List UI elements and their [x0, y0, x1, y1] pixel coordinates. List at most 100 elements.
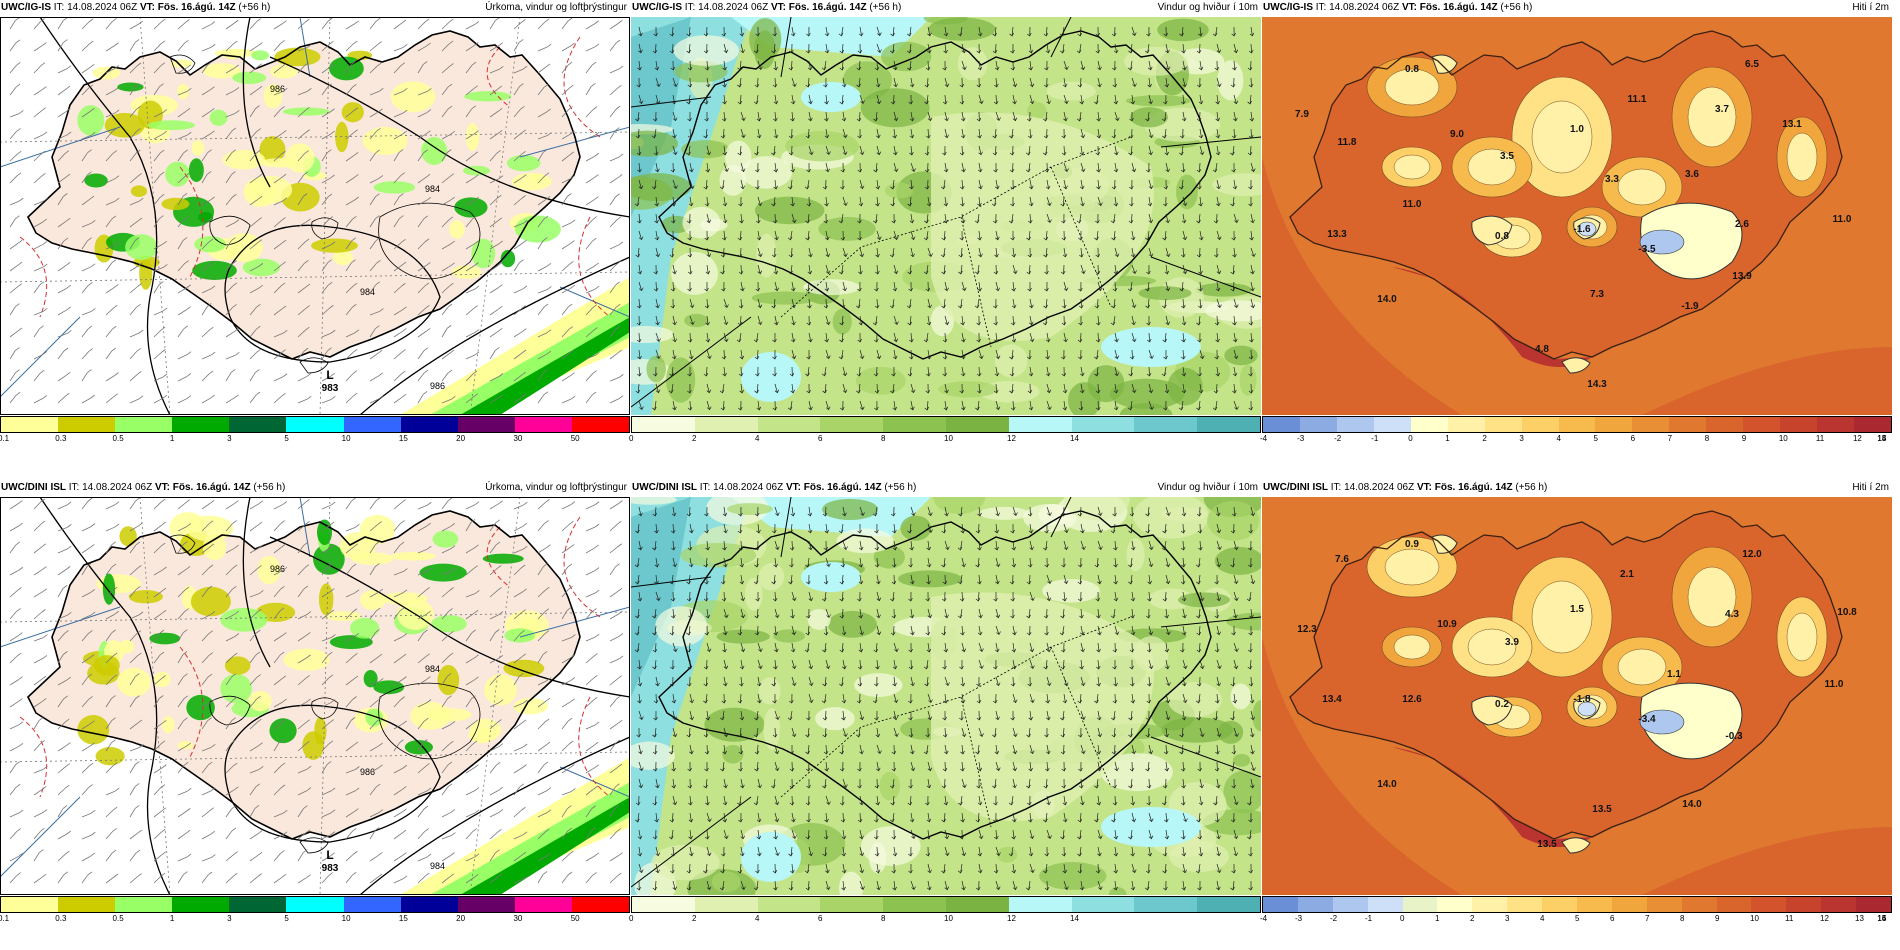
colorbar-tick: 7	[1645, 914, 1650, 923]
colorbar-swatch	[343, 417, 401, 432]
colorbar-swatch	[1669, 417, 1707, 432]
temperature-value: 14.0	[1682, 799, 1702, 810]
colorbar-tick: 15	[398, 914, 408, 923]
colorbar-swatch	[1410, 417, 1448, 432]
colorbar-tick: 2	[692, 434, 697, 443]
colorbar-swatch	[1786, 897, 1822, 912]
colorbar-ticks: 0 2 4 6 8 10 12 14	[629, 434, 1261, 446]
coastline	[1289, 510, 1843, 840]
colorbar-tick: -1	[1365, 914, 1373, 923]
temperature-value: 1.1	[1667, 669, 1681, 680]
valid-time-label: VT:	[154, 482, 170, 493]
colorbar-tick: 12	[1007, 914, 1016, 923]
temperature-value: 10.8	[1837, 607, 1857, 618]
colorbar-swatch	[457, 417, 515, 432]
model-name: UWC/IG-IS	[632, 2, 682, 13]
panel-title: Vindur og hviður í 10m	[1157, 482, 1258, 493]
temperature-value: 13.5	[1592, 804, 1612, 815]
colorbar-tick: 8	[881, 914, 886, 923]
colorbar-tick: 11	[1785, 914, 1794, 923]
coastline	[658, 510, 1212, 840]
colorbar-swatch	[1646, 897, 1682, 912]
coastline	[1289, 30, 1843, 360]
temperature-value: -3.4	[1638, 714, 1656, 725]
colorbar-tick: 12	[1852, 434, 1862, 443]
colorbar-ticks: 0.1 0.3 0.5 1 3 5 10 15 20 30 50	[0, 914, 630, 926]
map-area	[631, 497, 1261, 895]
temperature-value: -1.8	[1573, 694, 1591, 705]
colorbar-swatch	[571, 417, 630, 432]
lead-time: (+56 h)	[238, 2, 271, 13]
temperature-value: -1.6	[1573, 224, 1591, 235]
init-time-label: IT:	[68, 482, 80, 493]
colorbar-tick: -3	[1297, 434, 1305, 443]
temperature-value: 3.5	[1500, 151, 1514, 162]
temperature-value: 7.9	[1295, 109, 1309, 120]
temperature-value: 3.3	[1605, 174, 1619, 185]
colorbar-swatch	[945, 897, 1009, 912]
colorbar-swatch	[343, 897, 401, 912]
isobar-label: 986	[430, 381, 445, 391]
colorbar-swatch	[229, 417, 287, 432]
valid-time-label: VT:	[770, 2, 786, 13]
temperature-value: 13.9	[1732, 271, 1752, 282]
map-area: 0.9 12.0 7.6 2.1 1.5 4.3 10.8 12.3 10.9 3.9 1.1 11.…	[1262, 497, 1892, 895]
colorbar-swatch	[1332, 897, 1368, 912]
temperature-values: 0.8 6.5 7.9 11.1 3.7 11.8 9.0 1.0 13.1 3.5 3.6 3.3 1…	[1295, 59, 1852, 390]
colorbar-ticks: 0.1 0.3 0.5 1 3 5 10 15 20 30 50	[0, 434, 630, 446]
colorbar-tick: 0.1	[0, 434, 10, 443]
colorbar-tick: 0	[629, 434, 634, 443]
temperature-value: 12.6	[1402, 694, 1422, 705]
low-pressure-value: 983	[322, 863, 339, 874]
colorbar-swatch	[1299, 417, 1337, 432]
colorbar-tick: 13	[1855, 914, 1864, 923]
temperature-value: 11.0	[1833, 214, 1852, 225]
colorbar-tick: 8	[881, 434, 886, 443]
colorbar-swatch	[1197, 417, 1260, 432]
colorbar-tick: 3	[227, 434, 232, 443]
colorbar-tick: 0.1	[0, 914, 10, 923]
panel-title: Hiti í 2m	[1852, 2, 1889, 13]
colorbar-ticks: 0 2 4 6 8 10 12 14	[629, 914, 1261, 926]
temperature-values: 0.9 12.0 7.6 2.1 1.5 4.3 10.8 12.3 10.9 3.9 1.1 11.…	[1297, 539, 1857, 850]
lead-time: (+56 h)	[884, 482, 917, 493]
colorbar-swatch	[1134, 897, 1198, 912]
temperature-value: 13.3	[1327, 229, 1347, 240]
colorbar-swatch	[820, 897, 884, 912]
colorbar-tick: 5	[1593, 434, 1598, 443]
isobar-label: 984	[430, 861, 445, 871]
model-name: UWC/DINI ISL	[632, 482, 697, 493]
colorbar-swatch	[1472, 897, 1508, 912]
colorbar-swatch	[1, 897, 59, 912]
init-time-label: IT:	[699, 482, 711, 493]
lead-time: (+56 h)	[253, 482, 286, 493]
colorbar-swatch	[1263, 417, 1300, 432]
colorbar-swatch	[1542, 897, 1578, 912]
colorbar-tick: 0.5	[112, 914, 124, 923]
colorbar-tick: 10	[341, 914, 351, 923]
isobars	[39, 17, 630, 415]
temperature-value: 4.3	[1725, 609, 1739, 620]
temperature-value: 1.0	[1570, 124, 1584, 135]
colorbar-swatch	[571, 897, 630, 912]
panel-header-left: UWC/IG-IS IT: 14.08.2024 06Z VT: Fös. 16…	[632, 0, 901, 16]
colorbar-swatch	[820, 417, 884, 432]
colorbar-swatch	[1632, 417, 1670, 432]
colorbar-tick: -4	[1260, 914, 1268, 923]
colorbar-swatch	[514, 417, 572, 432]
temperature-value: 11.1	[1628, 94, 1647, 105]
colorbar-swatch	[1716, 897, 1752, 912]
colorbar-tick: 20	[456, 914, 466, 923]
colorbar-swatch	[1507, 897, 1543, 912]
coastline	[27, 510, 581, 840]
init-time: 14.08.2024 06Z	[698, 2, 769, 13]
colorbar-swatch	[1743, 417, 1781, 432]
colorbar-swatch	[1521, 417, 1559, 432]
isobar-label: 986	[270, 564, 285, 574]
colorbar-swatch	[632, 897, 695, 912]
colorbar-tick: -2	[1334, 434, 1342, 443]
colorbar-tick: -1	[1371, 434, 1379, 443]
temperature-value: 0.8	[1495, 231, 1509, 242]
colorbar-swatch	[757, 417, 821, 432]
